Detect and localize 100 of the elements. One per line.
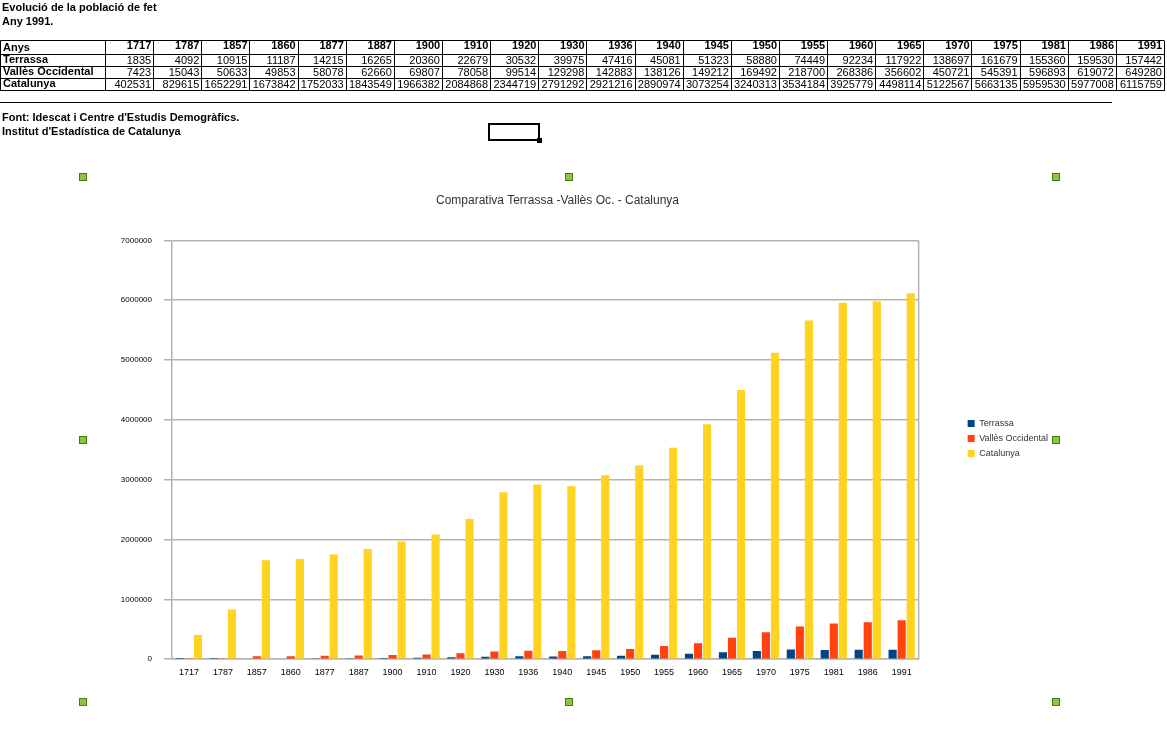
bar <box>295 559 304 659</box>
x-tick-label: 1910 <box>416 667 437 678</box>
bar <box>897 620 906 659</box>
data-label: 142883 <box>595 66 633 79</box>
bar <box>829 623 838 659</box>
x-tick-label: 1991 <box>1137 39 1163 52</box>
bar <box>499 492 508 659</box>
x-tick-label: 1981 <box>823 667 844 678</box>
data-label: 161679 <box>980 54 1018 67</box>
data-label: 268386 <box>836 66 874 79</box>
bar <box>888 649 897 659</box>
data-label: 402531 <box>114 78 152 91</box>
x-tick-label: 1877 <box>319 39 344 52</box>
bar <box>872 301 881 659</box>
data-label: 129298 <box>547 66 585 79</box>
x-tick-label: 1970 <box>945 39 970 52</box>
y-tick-label: 2000000 <box>120 534 153 544</box>
data-label: 2084868 <box>445 78 489 91</box>
legend-label: Catalunya <box>979 447 1020 458</box>
x-tick-label: 1955 <box>800 39 826 52</box>
bar <box>193 635 203 659</box>
bar <box>558 650 567 659</box>
data-label: 3925779 <box>830 78 874 91</box>
bar <box>329 554 338 659</box>
x-tick-label: 1900 <box>415 39 441 52</box>
chart-subtitle: Any 1991. <box>2 14 54 28</box>
data-label: 1966382 <box>397 78 440 91</box>
data-label: 5959530 <box>1022 78 1066 91</box>
x-tick-label: 1945 <box>704 39 729 52</box>
data-label: 51323 <box>698 54 729 67</box>
bar <box>592 650 601 659</box>
y-tick-label: 3000000 <box>120 474 153 484</box>
bar <box>465 518 474 659</box>
data-label: 50633 <box>216 66 248 79</box>
data-label: 39975 <box>553 54 585 67</box>
y-tick-label: Catalunya <box>3 77 57 90</box>
data-label: 3534184 <box>782 78 826 91</box>
bar <box>227 609 237 659</box>
x-tick-label: 1965 <box>721 667 742 678</box>
data-label: 138697 <box>932 54 970 67</box>
bar <box>456 653 465 659</box>
y-tick-label: 0 <box>147 654 153 664</box>
text: Institut d'Estadística de Catalunya <box>2 124 181 138</box>
data-label: 10915 <box>216 54 248 67</box>
bar <box>820 649 829 659</box>
data-label: 649280 <box>1125 66 1162 79</box>
x-tick-label: 1857 <box>246 667 267 678</box>
data-label: 11187 <box>266 54 296 67</box>
x-tick-label: 1986 <box>1089 39 1115 52</box>
y-tick-label: 1000000 <box>120 594 153 604</box>
data-label: 62660 <box>361 66 392 79</box>
data-label: 1752033 <box>300 78 344 91</box>
data-label: 157442 <box>1125 54 1162 67</box>
x-tick-label: 1887 <box>348 667 369 678</box>
x-tick-label: 1930 <box>560 39 585 52</box>
x-tick-label: 1920 <box>511 39 537 52</box>
data-label: 450721 <box>932 66 970 79</box>
bar <box>736 390 746 659</box>
data-label: 78058 <box>457 66 489 79</box>
bar <box>601 475 610 659</box>
y-tick-label: Vallès Occidental <box>3 65 94 78</box>
x-tick-label: 1936 <box>608 39 633 52</box>
x-tick-label: 1860 <box>280 667 301 678</box>
y-tick-label: 5000000 <box>120 355 153 365</box>
data-label: 92234 <box>842 54 874 67</box>
data-label: 619072 <box>1077 66 1114 79</box>
x-tick-label: 1950 <box>752 39 778 52</box>
data-label: 218700 <box>788 66 826 79</box>
x-tick-label: 1981 <box>1041 39 1066 52</box>
bar <box>761 632 770 659</box>
data-label: 99514 <box>505 66 537 79</box>
data-label: 5663135 <box>974 78 1018 91</box>
data-label: 74449 <box>794 54 826 67</box>
data-label: 169492 <box>740 66 777 79</box>
x-tick-label: 1910 <box>463 39 489 52</box>
bar <box>363 548 372 659</box>
data-label: 7423 <box>126 66 152 79</box>
data-label: 30532 <box>505 54 537 67</box>
x-tick-label: 1930 <box>484 667 505 678</box>
x-tick-label: 1887 <box>367 39 392 52</box>
bar <box>703 424 712 659</box>
chart-title: Evolució de la població de fet <box>2 0 157 14</box>
data-label: 2921216 <box>589 78 633 91</box>
bar <box>863 622 872 659</box>
x-tick-label: 1920 <box>450 667 471 678</box>
y-tick-label: Terrassa <box>3 53 49 66</box>
x-tick-label: 1975 <box>789 667 810 678</box>
x-tick-label: 1787 <box>212 667 233 678</box>
x-tick-label: 1991 <box>891 667 912 678</box>
bar <box>752 650 761 659</box>
bar <box>693 643 703 659</box>
x-tick-label: 1936 <box>518 667 539 678</box>
data-label: 22679 <box>457 54 489 67</box>
data-label: 4498114 <box>879 78 922 91</box>
data-label: 16265 <box>361 54 392 67</box>
data-label: 2344719 <box>493 78 537 91</box>
bar <box>397 541 406 659</box>
x-tick-label: 1950 <box>620 667 641 678</box>
data-label: 1843549 <box>348 78 392 91</box>
x-tick-label: 1860 <box>271 39 296 52</box>
